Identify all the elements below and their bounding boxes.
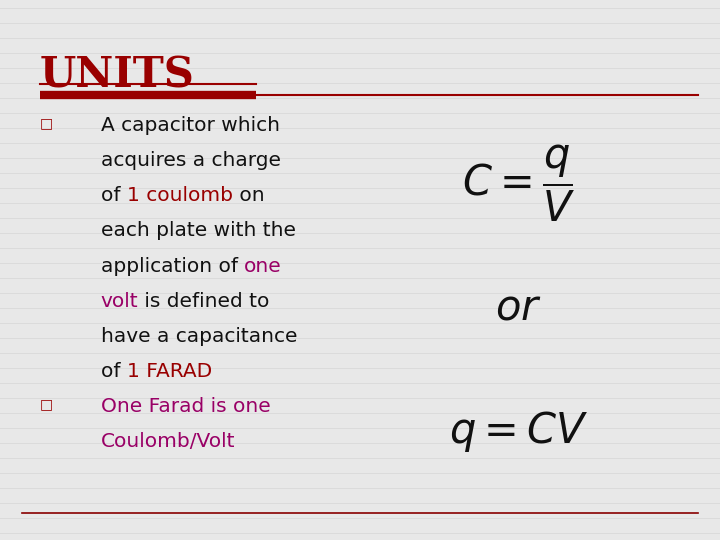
Text: acquires a charge: acquires a charge [101,151,281,170]
Text: Coulomb/Volt: Coulomb/Volt [101,432,235,451]
Text: each plate with the: each plate with the [101,221,296,240]
Text: UNITS: UNITS [40,54,194,96]
Text: have a capacitance: have a capacitance [101,327,297,346]
Text: $\mathit{or}$: $\mathit{or}$ [495,287,541,329]
Text: $C = \dfrac{q}{V}$: $C = \dfrac{q}{V}$ [462,143,575,224]
Text: 1 FARAD: 1 FARAD [127,362,212,381]
Text: volt: volt [101,292,138,310]
Text: One Farad is one: One Farad is one [101,397,271,416]
Text: application of: application of [101,256,244,275]
Text: is defined to: is defined to [138,292,270,310]
Text: 1 coulomb: 1 coulomb [127,186,233,205]
Text: A capacitor which: A capacitor which [101,116,280,135]
Text: on: on [233,186,264,205]
Text: □: □ [40,116,53,130]
Text: $q = CV$: $q = CV$ [449,409,588,455]
Text: □: □ [40,397,53,411]
Text: of: of [101,362,127,381]
Text: one: one [244,256,282,275]
Text: of: of [101,186,127,205]
